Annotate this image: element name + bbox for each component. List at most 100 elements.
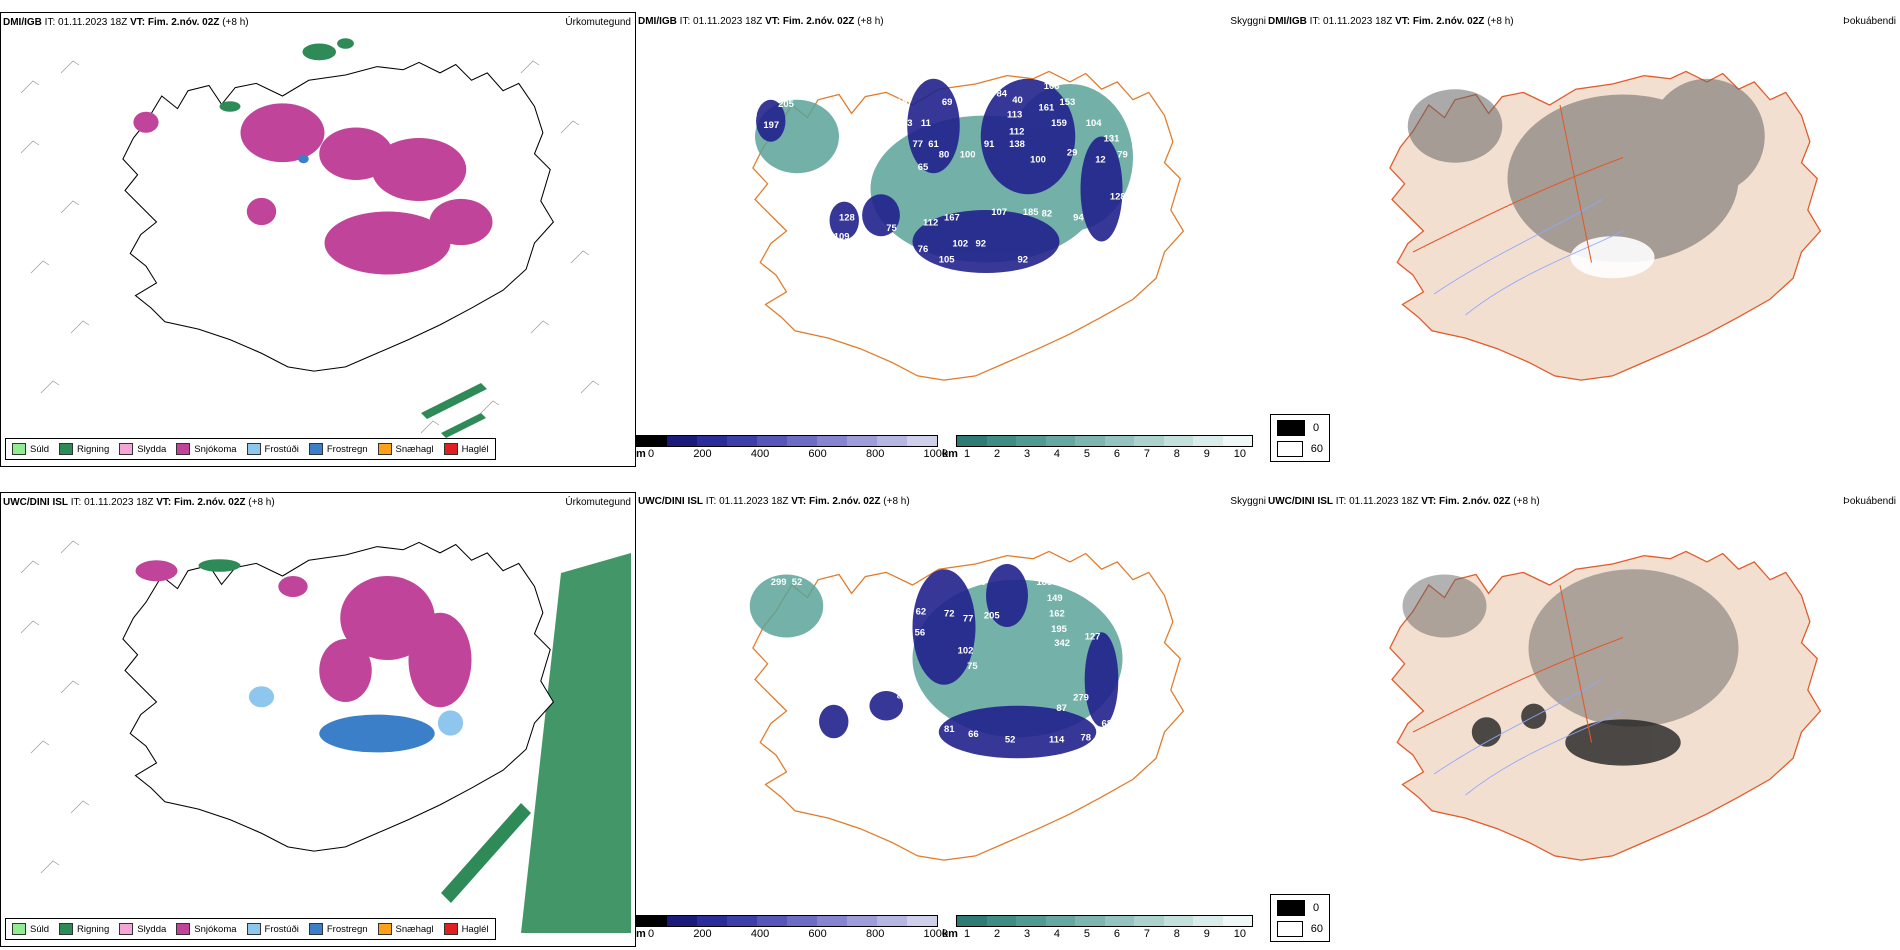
legend-swatch <box>308 443 323 455</box>
tick-label: 10 <box>1233 928 1246 940</box>
colorbar-step <box>1134 916 1164 926</box>
vt-label: VT: <box>156 497 172 508</box>
legend-swatch <box>443 443 458 455</box>
fog-key-row: 0 <box>1277 900 1323 916</box>
legend-label: Slydda <box>137 923 167 935</box>
legend-swatch <box>377 923 392 935</box>
cloud-base-label: 77 <box>913 139 924 150</box>
colorbar-step <box>1163 916 1193 926</box>
legend-item: Súld <box>12 923 49 935</box>
colorbar-step <box>727 916 757 926</box>
cloud-base-label: 76 <box>918 244 929 255</box>
field-title: Úrkomutegund <box>565 17 631 28</box>
colorbar-step <box>986 436 1016 446</box>
cloud-base-unit: m <box>636 448 646 460</box>
tick-label: 400 <box>750 928 770 940</box>
tick-label: 200 <box>693 928 712 940</box>
cloud-base-label: 205 <box>984 611 1000 622</box>
vt-label: VT: <box>130 17 146 28</box>
colorbar-step <box>1222 436 1252 446</box>
cloud-base-label: 102 <box>958 645 974 656</box>
legend-item: Snæhagl <box>377 923 434 935</box>
legend-swatch <box>59 443 74 455</box>
legend-label: Snjókoma <box>194 923 237 935</box>
colorbar-step <box>787 436 817 446</box>
colorbar-step <box>637 436 667 446</box>
legend-label: Rigning <box>77 923 110 935</box>
cloud-base-label: 109 <box>834 231 850 242</box>
cloud-visibility-map-top: 20 23 18 205 197 207 157 153 11 69 77 61 65 80 100 91 84… <box>736 70 1185 381</box>
tick-label: 400 <box>750 448 770 460</box>
cloud-base-label: 149 <box>1047 593 1063 604</box>
colorbar-step <box>1193 916 1223 926</box>
legend-label: Haglél <box>461 923 489 935</box>
fog-key-label: 60 <box>1310 443 1323 455</box>
tick-label: 5 <box>1083 448 1090 460</box>
field-title: Þokuábendi <box>1843 496 1896 507</box>
colorbar-step <box>1016 436 1046 446</box>
legend-swatch <box>443 923 458 935</box>
legend-item: Slydda <box>119 443 166 455</box>
cloud-base-label: 82 <box>1042 208 1053 219</box>
tick-label: 3 <box>1023 928 1031 940</box>
vt-label: VT: <box>1395 16 1411 27</box>
colorbar-step <box>727 436 757 446</box>
visibility-unit: km <box>942 448 958 460</box>
colorbar-step <box>817 916 847 926</box>
tick-label: 1000 <box>923 928 948 940</box>
cloud-base-label: 65 <box>918 162 929 173</box>
cloud-base-label: 104 <box>1086 118 1102 129</box>
vt-value: Fim. 2.nóv. 02Z <box>147 17 220 28</box>
tick-label: 8 <box>1173 928 1180 940</box>
cloud-base-label: 70 <box>976 577 987 588</box>
tick-label: 200 <box>693 448 712 460</box>
colorbar-step <box>957 436 987 446</box>
lead-time: (+8 h) <box>857 16 884 27</box>
cloud-base-label: 77 <box>963 614 974 625</box>
colorbar-step <box>1163 436 1193 446</box>
cloud-base-label: 52 <box>792 577 803 588</box>
cloud-base-label: 207 <box>865 97 881 108</box>
lead-time: (+8 h) <box>248 497 275 508</box>
cloud-base-label: 23 <box>757 78 768 89</box>
cloud-base-label: 93 <box>1076 242 1087 253</box>
cloud-visibility-panel-bottom: 13 10 299 52 62 56 72 77 205 102 75 70 185 149 162 195 3… <box>636 492 1268 945</box>
colorbar-step <box>637 916 667 926</box>
legend-label: Snæhagl <box>395 923 434 935</box>
colorbar-step <box>847 916 877 926</box>
cloud-base-label: 79 <box>1117 150 1128 161</box>
colorbar-step <box>1134 436 1164 446</box>
legend-item: Snjókoma <box>176 923 237 935</box>
cloud-base-label: 75 <box>886 223 897 234</box>
colorbar-step <box>1222 916 1252 926</box>
field-title: Þokuábendi <box>1843 16 1896 27</box>
tick-label: 7 <box>1143 448 1150 460</box>
cloud-base-label: 128 <box>839 212 855 223</box>
legend-swatch <box>377 443 392 455</box>
tick-label: 6 <box>1113 448 1120 460</box>
it-label: IT: <box>70 497 82 508</box>
precip-type-panel-top: DMI/IGB IT: 01.11.2023 18Z VT: Fim. 2.nó… <box>0 12 636 467</box>
colorbar-step <box>1104 916 1134 926</box>
legend-swatch <box>12 443 26 455</box>
cloud-base-label: 112 <box>1009 126 1024 137</box>
cloud-base-label: 114 <box>1049 735 1065 746</box>
cloud-base-label: 52 <box>1005 735 1016 746</box>
tick-label: 1 <box>964 928 971 940</box>
cloud-base-label: 85 <box>897 690 908 701</box>
panel-header: UWC/DINI ISL IT: 01.11.2023 18Z VT: Fim.… <box>3 497 275 508</box>
legend-item: Súld <box>12 443 49 455</box>
tick-label: 3 <box>1023 448 1031 460</box>
vt-value: Fim. 2.nóv. 02Z <box>809 496 881 507</box>
fog-map-top <box>1389 70 1822 381</box>
cloud-base-label: 102 <box>952 239 968 250</box>
legend-label: Haglél <box>461 443 489 455</box>
legend-item: Frostúði <box>246 443 299 455</box>
cloud-base-ticks: 0 200 400 600 800 1000 <box>648 448 948 460</box>
cloud-base-label: 69 <box>942 97 953 108</box>
colorbar-step <box>757 916 787 926</box>
cloud-base-label: 304 <box>1009 297 1025 308</box>
fog-key-swatch <box>1277 420 1305 436</box>
fog-key-swatch <box>1277 921 1303 937</box>
cloud-base-label: 131 <box>1104 134 1120 145</box>
